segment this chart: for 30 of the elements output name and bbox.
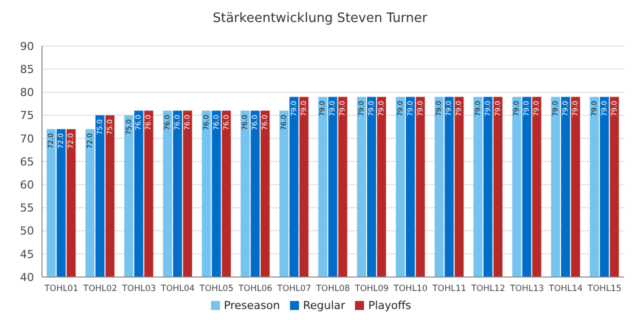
x-tick-label: TOHL01 [43, 284, 78, 294]
y-tick-label: 80 [20, 86, 34, 100]
y-tick-label: 75 [20, 109, 34, 122]
x-tick-label: TOHL02 [82, 284, 118, 294]
x-tick-label: TOHL03 [121, 284, 156, 294]
chart-title: Stärkeentwicklung Steven Turner [212, 10, 428, 28]
y-tick-label: 60 [20, 178, 34, 192]
x-tick-label: TOHL11 [431, 284, 466, 294]
x-tick-label: TOHL13 [509, 284, 544, 294]
x-tick-label: TOHL14 [548, 284, 583, 294]
y-tick-label: 40 [20, 270, 34, 284]
x-tick-label: TOHL06 [237, 284, 272, 294]
legend-label: Preseason [224, 299, 280, 312]
x-tick-label: TOHL07 [276, 284, 312, 294]
x-tick-label: TOHL12 [470, 284, 506, 294]
y-tick-label: 45 [20, 248, 34, 261]
x-tick-label: TOHL15 [586, 284, 622, 294]
y-tick-label: 90 [20, 40, 34, 53]
y-tick-label: 65 [20, 155, 34, 168]
y-tick-label: 50 [20, 224, 34, 238]
y-tick-label: 85 [20, 63, 34, 76]
x-tick-label: TOHL04 [160, 284, 195, 294]
x-tick-label: TOHL10 [392, 284, 428, 294]
x-tick-label: TOHL05 [198, 284, 234, 294]
legend-label: Regular [302, 299, 346, 312]
x-tick-label: TOHL09 [354, 284, 389, 294]
y-tick-label: 70 [20, 132, 34, 146]
x-tick-label: TOHL08 [315, 284, 350, 294]
y-tick-label: 55 [20, 202, 34, 215]
legend-label: Playoffs [368, 299, 412, 312]
